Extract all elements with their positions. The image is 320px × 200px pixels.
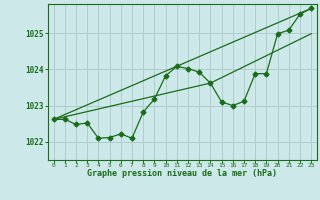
X-axis label: Graphe pression niveau de la mer (hPa): Graphe pression niveau de la mer (hPa) [87, 169, 277, 178]
